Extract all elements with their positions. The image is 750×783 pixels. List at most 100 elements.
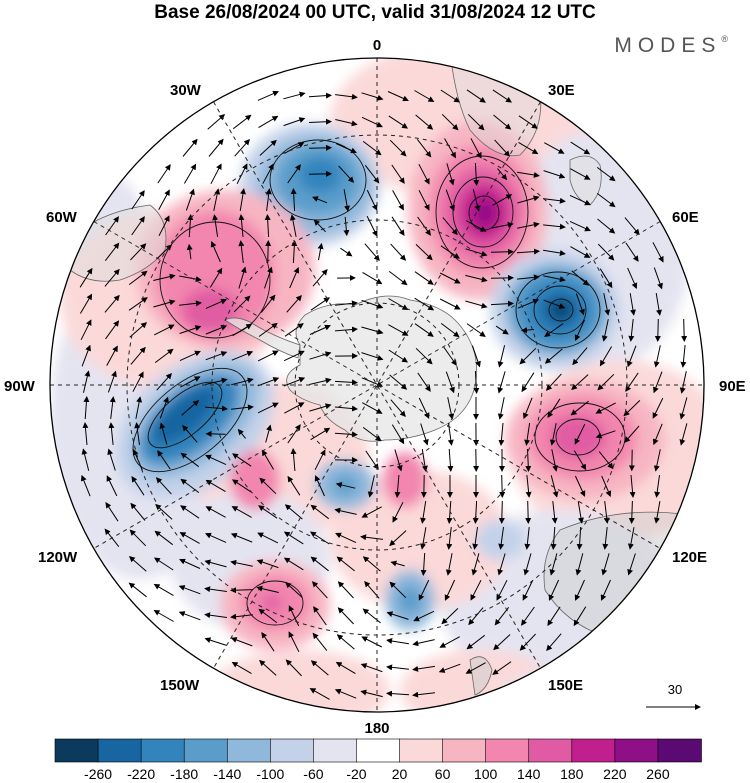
colorbar-label: -220	[127, 766, 155, 782]
wind-arrow	[544, 323, 564, 337]
wind-arrow	[238, 214, 245, 238]
wind-arrow	[310, 504, 330, 520]
wind-arrow	[105, 320, 120, 340]
wind-arrow	[288, 605, 300, 627]
wind-arrow	[420, 552, 427, 576]
wind-arrow	[655, 293, 662, 316]
wind-arrow	[492, 194, 513, 206]
wind-arrow	[570, 141, 591, 155]
wind-arrow	[466, 220, 487, 232]
wind-arrow	[418, 163, 430, 185]
wind-arrow	[230, 637, 253, 647]
wind-arrow	[335, 532, 357, 544]
wind-arrow	[518, 115, 538, 129]
wind-arrow	[284, 402, 305, 414]
wind-arrow	[187, 214, 194, 238]
wind-arrow	[362, 426, 382, 442]
wind-arrow	[491, 221, 514, 229]
wind-arrow	[414, 90, 435, 103]
lon-label-60e: 60E	[672, 209, 699, 226]
wind-arrow	[231, 506, 252, 518]
wind-arrow	[569, 194, 591, 206]
wind-arrow	[256, 585, 279, 593]
wind-arrow	[421, 449, 428, 472]
wind-arrow	[545, 373, 562, 391]
wind-arrow	[394, 449, 403, 472]
wind-arrow	[497, 345, 506, 368]
wind-arrow	[473, 162, 480, 186]
wind-arrow	[465, 662, 486, 674]
colorbar-swatch	[356, 738, 401, 763]
wind-arrow	[289, 266, 300, 289]
wind-arrow	[179, 350, 201, 362]
colorbar-swatch	[485, 738, 530, 763]
wind-arrow	[290, 188, 297, 212]
wind-arrow	[108, 422, 115, 445]
wind-arrow	[259, 659, 277, 676]
wind-arrow	[309, 688, 330, 700]
wind-arrow	[445, 553, 453, 576]
wind-arrow	[577, 501, 584, 524]
wind-arrow	[597, 243, 615, 261]
wind-arrow	[291, 240, 298, 264]
wind-arrow	[386, 664, 409, 671]
wind-arrow	[575, 553, 584, 576]
colorbar-label: -140	[213, 766, 241, 782]
wind-arrow	[258, 115, 279, 129]
wind-arrow	[361, 506, 382, 518]
wind-arrow	[443, 346, 457, 366]
wind-arrow	[654, 475, 661, 498]
wind-arrow	[334, 326, 358, 333]
wind-arrow	[105, 216, 119, 236]
wind-arrow	[159, 396, 169, 419]
wind-arrow	[492, 661, 512, 675]
wind-arrow	[543, 249, 566, 256]
wind-arrow	[180, 478, 200, 494]
colorbar-swatch	[442, 738, 487, 763]
wind-arrow	[258, 505, 278, 519]
wind-arrow	[412, 691, 435, 698]
wind-arrow	[334, 431, 358, 438]
wind-arrow	[153, 299, 176, 308]
wind-arrow	[287, 424, 301, 444]
wind-arrow	[154, 348, 174, 364]
wind-arrow	[80, 474, 91, 497]
wind-arrow	[418, 397, 430, 419]
wind-arrow	[595, 402, 616, 414]
wind-arrow	[525, 475, 532, 498]
wind-arrow	[445, 371, 455, 394]
wind-arrow	[472, 189, 481, 212]
wind-arrow	[283, 531, 304, 545]
wind-arrow	[335, 300, 358, 307]
wind-arrow	[575, 293, 585, 316]
wind-arrow	[471, 553, 480, 576]
wind-arrow	[154, 530, 174, 546]
registered-mark: ®	[721, 34, 728, 44]
lon-label-60w: 60W	[46, 209, 78, 226]
wind-arrow	[153, 273, 176, 281]
colorbar-swatch	[657, 738, 702, 763]
wind-arrow	[466, 323, 486, 337]
wind-arrow	[308, 144, 332, 151]
wind-arrow	[309, 377, 332, 385]
wind-arrow	[391, 424, 405, 445]
wind-arrow	[285, 659, 302, 677]
wind-arrow	[257, 402, 279, 414]
wind-arrow	[544, 142, 565, 154]
wind-arrow	[544, 348, 563, 364]
wind-arrow	[317, 242, 324, 261]
wind-arrow	[653, 267, 663, 290]
wind-arrow	[652, 242, 664, 263]
wind-arrow	[472, 500, 479, 524]
wind-arrow	[627, 345, 637, 368]
lon-label-0: 0	[373, 37, 381, 54]
wind-arrow	[547, 398, 561, 419]
wind-arrow	[178, 611, 201, 621]
wind-arrow	[129, 529, 147, 547]
wind-arrow	[601, 475, 612, 498]
wind-arrow	[412, 639, 435, 647]
wind-arrow	[627, 553, 636, 576]
wind-arrow	[628, 500, 635, 524]
colorbar-label: -20	[346, 766, 366, 782]
wind-arrow	[470, 579, 482, 601]
